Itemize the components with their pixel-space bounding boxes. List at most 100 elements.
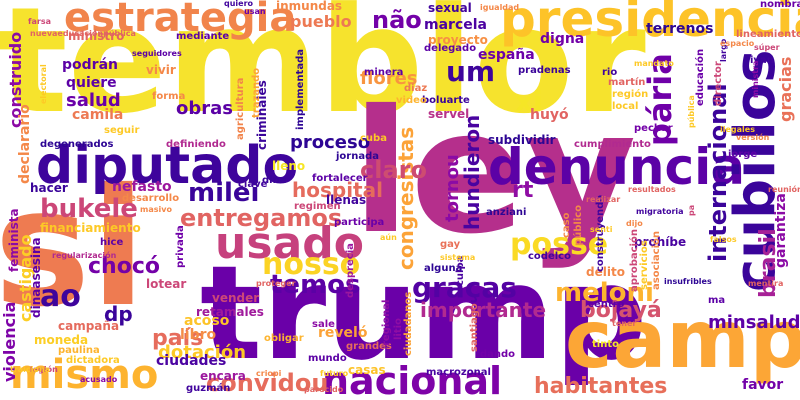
word: importante (420, 298, 547, 322)
word: vender (212, 291, 260, 305)
word: video (396, 95, 427, 106)
word: acusado (80, 375, 118, 384)
word: insufribles (664, 277, 712, 286)
word: privada (175, 225, 186, 268)
word: usado (215, 218, 364, 269)
word: mentira (748, 279, 784, 288)
word: cumplimiento (574, 139, 651, 150)
word: quiero (224, 0, 254, 8)
word: gay (440, 239, 461, 250)
word: casas (348, 363, 386, 377)
word: camila (72, 107, 124, 123)
word: mandato (634, 59, 674, 68)
word: caso (561, 212, 572, 239)
word: milei (188, 178, 260, 208)
word: acoso (184, 313, 230, 329)
word: desarrollo (122, 193, 180, 204)
word: paulina (58, 345, 100, 356)
word: ilegales (720, 125, 755, 134)
word: súper (754, 43, 780, 52)
word: dp (104, 302, 133, 326)
word: habitantes (534, 374, 668, 399)
word: alguna (424, 263, 463, 274)
word: forma (152, 91, 186, 102)
word: pradenas (518, 65, 571, 76)
word: macrozonal (426, 367, 491, 378)
word: terrenos (646, 21, 714, 37)
word: congresistas (394, 126, 418, 270)
word: delito (586, 265, 625, 279)
word: estrategia (64, 0, 297, 41)
word: implementada (295, 49, 306, 130)
word: hospital (292, 178, 383, 202)
word: cuba (360, 133, 387, 144)
word: salud (66, 90, 121, 111)
word: denuncia (488, 138, 746, 196)
word: bojayá (580, 298, 662, 323)
word: tinto (592, 339, 619, 350)
word: usan (244, 7, 266, 16)
word: trazando (251, 67, 262, 118)
word: minsalud (708, 312, 800, 333)
word: meloni (555, 278, 654, 308)
word: lineamientos (736, 29, 800, 40)
word: vivir (146, 63, 176, 77)
word: tener (612, 319, 637, 328)
word: jorge (728, 149, 758, 160)
word: mediante (176, 31, 230, 42)
word: pública (687, 95, 696, 128)
word: santiago (469, 303, 480, 352)
word: si (0, 155, 146, 343)
word: mundo (308, 353, 347, 364)
word: marcela (424, 17, 487, 33)
word: rio (602, 67, 618, 78)
word: igualdad (480, 3, 520, 12)
word: pa (687, 204, 696, 216)
word: posse (510, 227, 609, 262)
word: diputado (36, 136, 299, 196)
word: falsos (710, 235, 737, 244)
word: podrán (62, 57, 118, 73)
word: seguir (104, 125, 140, 136)
word: regional (381, 299, 392, 346)
word: claro (360, 156, 427, 184)
word: versión (736, 133, 770, 142)
word: boluarte (422, 95, 470, 106)
word: regimen (294, 201, 341, 212)
word: país (152, 326, 204, 351)
word: legión (30, 365, 58, 374)
word: lotear (146, 277, 187, 291)
word: prohíbe (634, 235, 687, 249)
word: quiere (66, 75, 117, 91)
word: futuro (320, 369, 349, 378)
word: reunión (768, 185, 800, 194)
word: ma (708, 295, 726, 306)
word: fortalecer (312, 173, 368, 184)
word: ivan (750, 55, 774, 66)
word: jornada (336, 151, 380, 162)
word: retamales (196, 305, 264, 319)
word: encara (200, 369, 246, 383)
word: electoral (39, 64, 48, 104)
word: ministra (751, 60, 760, 98)
word: financiamiento (40, 221, 141, 235)
word: participa (334, 217, 385, 228)
word: farsa (28, 17, 51, 26)
word: resultados (628, 185, 676, 194)
word: dotación (158, 342, 247, 363)
word: ao (40, 279, 81, 314)
word: sistema (440, 253, 476, 262)
word: flores (360, 68, 418, 89)
word: subdividir (488, 133, 556, 147)
word: dando (480, 349, 516, 360)
word: rt (512, 178, 534, 203)
word: educación (695, 48, 706, 106)
word: dictadora (66, 355, 120, 366)
word: gracias (776, 56, 795, 122)
word: dijo (626, 219, 643, 228)
word: convidou (206, 369, 329, 397)
word: feminista (7, 208, 21, 272)
word: guzmán (186, 383, 231, 394)
word: obras (176, 98, 233, 119)
word: xi (515, 85, 543, 118)
